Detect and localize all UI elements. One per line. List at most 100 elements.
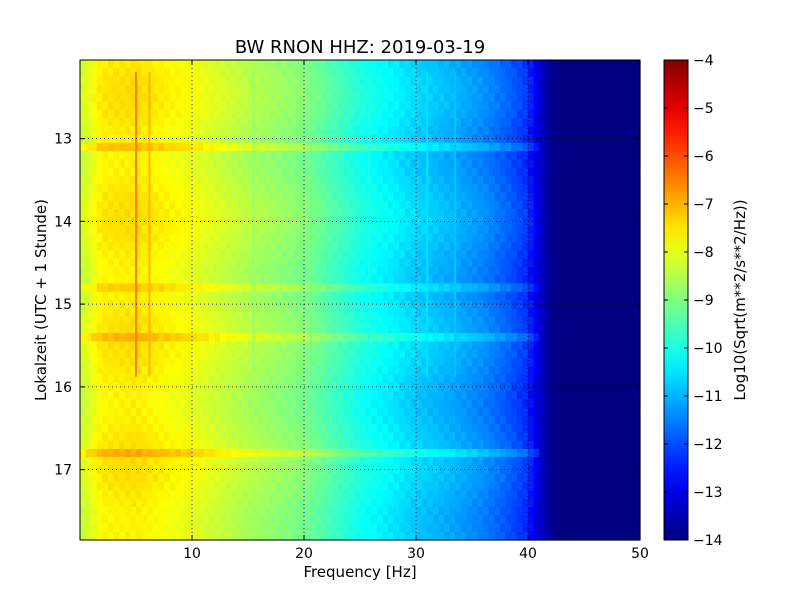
- heatmap-cell: [147, 465, 154, 475]
- heatmap-cell: [584, 233, 591, 243]
- heatmap-cell: [130, 93, 137, 102]
- heatmap-cell: [208, 324, 215, 334]
- heatmap-cell: [539, 68, 546, 78]
- heatmap-cell: [141, 84, 148, 94]
- heatmap-cell: [617, 142, 624, 152]
- heatmap-cell: [348, 324, 355, 334]
- heatmap-cell: [96, 84, 103, 94]
- heatmap-cell: [421, 275, 428, 285]
- heatmap-cell: [169, 250, 176, 260]
- heatmap-cell: [248, 109, 255, 119]
- heatmap-cell: [438, 382, 445, 392]
- heatmap-cell: [326, 184, 333, 194]
- heatmap-cell: [578, 399, 585, 409]
- heatmap-cell: [169, 68, 176, 78]
- heatmap-cell: [376, 366, 383, 376]
- heatmap-cell: [623, 266, 630, 276]
- heatmap-cell: [343, 357, 350, 367]
- heatmap-cell: [348, 415, 355, 425]
- heatmap-cell: [197, 424, 204, 434]
- heatmap-cell: [399, 316, 406, 326]
- heatmap-cell: [337, 424, 344, 434]
- heatmap-cell: [180, 93, 187, 102]
- heatmap-cell: [281, 324, 288, 334]
- heatmap-cell: [85, 457, 92, 467]
- heatmap-cell: [276, 366, 283, 376]
- heatmap-cell: [416, 448, 423, 458]
- heatmap-cell: [612, 308, 619, 318]
- heatmap-cell: [410, 300, 417, 309]
- heatmap-cell: [96, 440, 103, 450]
- heatmap-cell: [399, 374, 406, 384]
- heatmap-cell: [309, 391, 316, 400]
- heatmap-cell: [225, 109, 232, 119]
- heatmap-cell: [304, 142, 311, 152]
- heatmap-cell: [320, 391, 327, 400]
- heatmap-cell: [197, 349, 204, 359]
- heatmap-cell: [572, 382, 579, 392]
- heatmap-cell: [259, 440, 266, 450]
- heatmap-cell: [225, 151, 232, 160]
- heatmap-cell: [427, 167, 434, 177]
- heatmap-cell: [376, 316, 383, 326]
- heatmap-cell: [416, 382, 423, 392]
- heatmap-cell: [315, 93, 322, 102]
- heatmap-cell: [220, 407, 227, 417]
- heatmap-cell: [304, 233, 311, 243]
- heatmap-cell: [556, 192, 563, 202]
- heatmap-cell: [214, 448, 221, 458]
- heatmap-cell: [427, 242, 434, 251]
- heatmap-cell: [500, 126, 507, 136]
- heatmap-cell: [102, 366, 109, 376]
- heatmap-cell: [354, 407, 361, 417]
- heatmap-cell: [393, 283, 400, 293]
- heatmap-cell: [617, 242, 624, 251]
- heatmap-cell: [360, 308, 367, 318]
- heatmap-cell: [248, 208, 255, 218]
- heatmap-cell: [158, 407, 165, 417]
- heatmap-cell: [96, 217, 103, 227]
- heatmap-cell: [259, 167, 266, 177]
- heatmap-cell: [124, 266, 131, 276]
- heatmap-cell: [304, 308, 311, 318]
- heatmap-cell: [124, 126, 131, 136]
- heatmap-cell: [466, 93, 473, 102]
- heatmap-cell: [270, 258, 277, 268]
- heatmap-cell: [399, 175, 406, 185]
- heatmap-cell: [595, 374, 602, 384]
- heatmap-cell: [449, 258, 456, 268]
- heatmap-cell: [113, 424, 120, 434]
- heatmap-cell: [113, 374, 120, 384]
- heatmap-cell: [225, 68, 232, 78]
- heatmap-cell: [410, 266, 417, 276]
- heatmap-cell: [259, 84, 266, 94]
- heatmap-cell: [248, 101, 255, 111]
- heatmap-cell: [309, 126, 316, 136]
- heatmap-cell: [550, 374, 557, 384]
- heatmap-cell: [399, 126, 406, 136]
- heatmap-cell: [197, 109, 204, 119]
- heatmap-cell: [186, 258, 193, 268]
- heatmap-cell: [416, 457, 423, 467]
- heatmap-cell: [600, 167, 607, 177]
- heatmap-cell: [477, 432, 484, 442]
- heatmap-cell: [494, 291, 501, 301]
- heatmap-cell: [416, 324, 423, 334]
- heatmap-cell: [606, 465, 613, 475]
- heatmap-cell: [208, 233, 215, 243]
- heatmap-cell: [382, 291, 389, 301]
- heatmap-cell: [108, 93, 115, 102]
- heatmap-cell: [304, 357, 311, 367]
- heatmap-cell: [533, 68, 540, 78]
- heatmap-cell: [320, 101, 327, 111]
- heatmap-cell: [404, 341, 411, 351]
- heatmap-cell: [427, 93, 434, 102]
- heatmap-cell: [102, 316, 109, 326]
- heatmap-cell: [404, 266, 411, 276]
- heatmap-cell: [572, 391, 579, 400]
- heatmap-cell: [628, 457, 635, 467]
- heatmap-cell: [572, 200, 579, 210]
- heatmap-cell: [113, 308, 120, 318]
- heatmap-cell: [343, 366, 350, 376]
- heatmap-cell: [360, 233, 367, 243]
